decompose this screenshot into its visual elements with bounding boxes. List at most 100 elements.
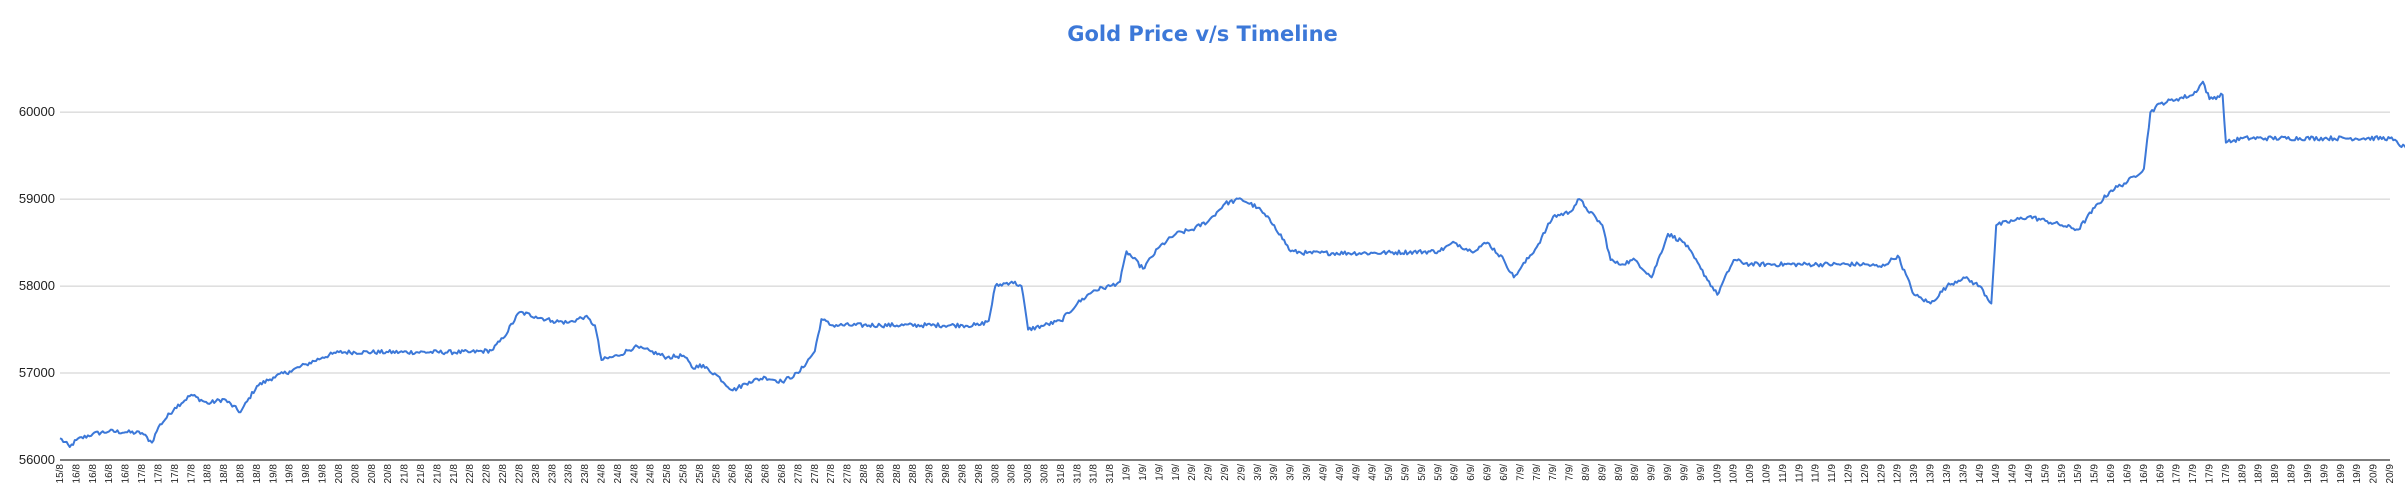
x-tick-label: 10/9 — [1761, 464, 1772, 484]
x-tick-label: 17/9 — [2172, 464, 2183, 484]
x-tick-label: 7/9/ — [1548, 464, 1559, 481]
x-tick-label: 5/9/ — [1433, 464, 1444, 481]
x-tick-label: 27/8 — [826, 464, 837, 484]
x-tick-label: 4/9/ — [1335, 464, 1346, 481]
x-tick-label: 24/8 — [629, 464, 640, 484]
x-tick-label: 24/8 — [646, 464, 657, 484]
x-tick-label: 1/9/ — [1122, 464, 1133, 481]
x-tick-label: 21/8 — [416, 464, 427, 484]
x-tick-label: 18/9 — [2287, 464, 2298, 484]
x-tick-label: 18/9 — [2270, 464, 2281, 484]
chart-title: Gold Price v/s Timeline — [1067, 22, 1338, 46]
x-tick-label: 12/9 — [1893, 464, 1904, 484]
x-tick-label: 1/9/ — [1154, 464, 1165, 481]
x-tick-label: 10/9 — [1729, 464, 1740, 484]
x-tick-label: 27/8 — [793, 464, 804, 484]
x-tick-label: 8/9/ — [1581, 464, 1592, 481]
x-tick-label: 22/8 — [465, 464, 476, 484]
x-tick-label: 2/9/ — [1220, 464, 1231, 481]
x-tick-label: 14/9 — [2008, 464, 2019, 484]
x-tick-label: 17/8 — [170, 464, 181, 484]
x-tick-label: 14/9 — [1991, 464, 2002, 484]
x-tick-label: 3/9/ — [1269, 464, 1280, 481]
x-tick-label: 25/8 — [679, 464, 690, 484]
x-tick-label: 21/8 — [449, 464, 460, 484]
x-tick-label: 1/9/ — [1171, 464, 1182, 481]
x-tick-label: 8/9/ — [1614, 464, 1625, 481]
x-tick-label: 29/8 — [925, 464, 936, 484]
x-tick-label: 5/9/ — [1417, 464, 1428, 481]
x-tick-label: 31/8 — [1105, 464, 1116, 484]
x-tick-label: 26/8 — [744, 464, 755, 484]
x-tick-label: 13/9 — [1926, 464, 1937, 484]
x-tick-label: 23/8 — [547, 464, 558, 484]
y-tick-label: 58000 — [19, 278, 55, 293]
x-tick-label: 26/8 — [728, 464, 739, 484]
x-tick-label: 28/8 — [859, 464, 870, 484]
x-tick-label: 15/9 — [2090, 464, 2101, 484]
x-tick-label: 20/9 — [2385, 464, 2396, 484]
x-tick-label: 8/9/ — [1630, 464, 1641, 481]
x-tick-label: 6/9/ — [1466, 464, 1477, 481]
x-tick-label: 16/9 — [2106, 464, 2117, 484]
x-tick-label: 15/9 — [2040, 464, 2051, 484]
x-tick-label: 15/8 — [55, 464, 66, 484]
x-tick-label: 8/9/ — [1597, 464, 1608, 481]
x-tick-label: 11/9 — [1827, 464, 1838, 483]
x-tick-label: 19/9 — [2336, 464, 2347, 484]
x-tick-label: 23/8 — [531, 464, 542, 484]
x-tick-label: 20/8 — [383, 464, 394, 484]
x-tick-label: 18/8 — [235, 464, 246, 484]
x-tick-label: 18/8 — [203, 464, 214, 484]
x-tick-label: 17/8 — [186, 464, 197, 484]
x-tick-label: 28/8 — [892, 464, 903, 484]
x-tick-label: 16/8 — [71, 464, 82, 484]
x-tick-label: 9/9/ — [1663, 464, 1674, 481]
x-tick-label: 16/8 — [104, 464, 115, 484]
x-tick-label: 4/9/ — [1318, 464, 1329, 481]
x-tick-label: 30/8 — [1023, 464, 1034, 484]
x-tick-label: 23/8 — [580, 464, 591, 484]
x-tick-label: 20/9 — [2369, 464, 2380, 484]
x-tick-label: 14/9 — [1975, 464, 1986, 484]
x-tick-label: 6/9/ — [1483, 464, 1494, 481]
x-tick-label: 9/9/ — [1647, 464, 1658, 481]
x-tick-label: 19/8 — [285, 464, 296, 484]
x-tick-label: 31/8 — [1072, 464, 1083, 484]
x-tick-label: 27/8 — [843, 464, 854, 484]
x-tick-label: 4/9/ — [1351, 464, 1362, 481]
x-tick-label: 11/9 — [1794, 464, 1805, 483]
x-tick-label: 25/8 — [695, 464, 706, 484]
x-tick-label: 11/9 — [1811, 464, 1822, 483]
x-tick-label: 29/8 — [974, 464, 985, 484]
x-tick-label: 22/8 — [498, 464, 509, 484]
x-tick-label: 20/8 — [367, 464, 378, 484]
x-tick-label: 30/8 — [1007, 464, 1018, 484]
x-tick-label: 10/9 — [1745, 464, 1756, 484]
x-tick-label: 2/9/ — [1204, 464, 1215, 481]
x-tick-label: 15/9 — [2073, 464, 2084, 484]
x-tick-label: 14/9 — [2024, 464, 2035, 484]
x-tick-label: 31/8 — [1056, 464, 1067, 484]
x-tick-label: 12/9 — [1860, 464, 1871, 484]
x-tick-label: 16/9 — [2155, 464, 2166, 484]
x-tick-label: 7/9/ — [1532, 464, 1543, 481]
x-tick-label: 3/9/ — [1253, 464, 1264, 481]
y-tick-label: 59000 — [19, 191, 55, 206]
x-tick-label: 15/9 — [2057, 464, 2068, 484]
y-tick-label: 57000 — [19, 365, 55, 380]
x-tick-label: 19/8 — [318, 464, 329, 484]
x-tick-label: 19/8 — [301, 464, 312, 484]
x-tick-label: 13/9 — [1958, 464, 1969, 484]
x-tick-label: 19/9 — [2303, 464, 2314, 484]
x-tick-label: 25/8 — [662, 464, 673, 484]
x-tick-label: 26/8 — [761, 464, 772, 484]
x-axis-ticks: 15/8 16/8 16/8 16/8 16/8 17/8 17/8 17/8 17/8 18/8… — [55, 464, 2396, 484]
x-tick-label: 2/9/ — [1236, 464, 1247, 481]
y-tick-label: 60000 — [19, 104, 55, 119]
x-tick-label: 7/9/ — [1515, 464, 1526, 481]
x-tick-label: 24/8 — [596, 464, 607, 484]
x-tick-label: 26/8 — [777, 464, 788, 484]
x-tick-label: 19/8 — [268, 464, 279, 484]
